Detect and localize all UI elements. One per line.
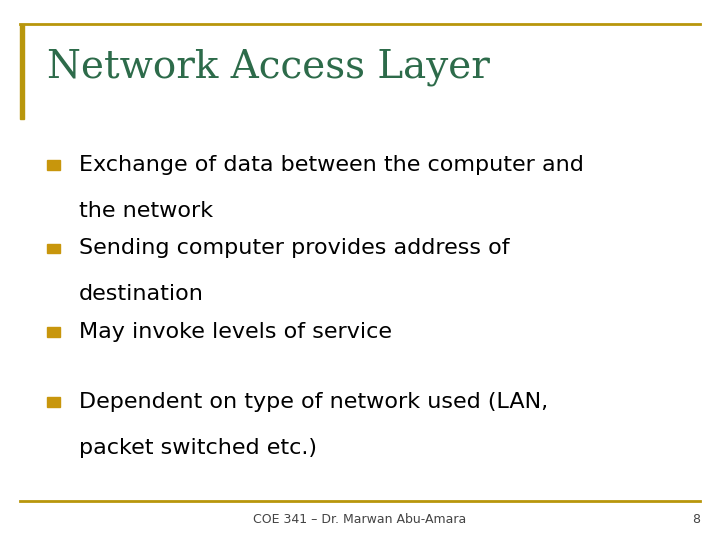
Text: packet switched etc.): packet switched etc.) [79, 438, 318, 458]
Text: Sending computer provides address of: Sending computer provides address of [79, 238, 510, 259]
Bar [47, 160, 60, 170]
Text: Dependent on type of network used (LAN,: Dependent on type of network used (LAN, [79, 392, 549, 413]
Bar [47, 397, 60, 407]
Text: the network: the network [79, 200, 213, 221]
Text: Network Access Layer: Network Access Layer [47, 49, 490, 86]
Bar [47, 244, 60, 253]
Text: Exchange of data between the computer and: Exchange of data between the computer an… [79, 154, 584, 175]
Text: May invoke levels of service: May invoke levels of service [79, 322, 392, 342]
Bar [20, 24, 24, 119]
Text: 8: 8 [692, 513, 700, 526]
Bar [47, 327, 60, 337]
Text: COE 341 – Dr. Marwan Abu-Amara: COE 341 – Dr. Marwan Abu-Amara [253, 513, 467, 526]
Text: destination: destination [79, 284, 204, 305]
